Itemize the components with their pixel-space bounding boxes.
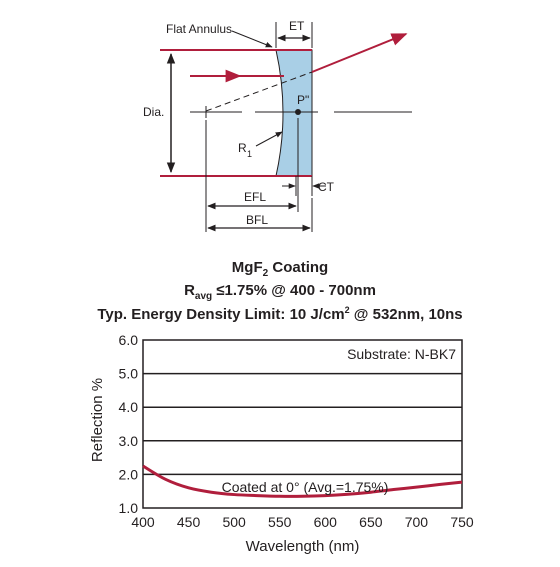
x-tick-label: 650 — [359, 514, 383, 530]
substrate-annotation: Substrate: N-BK7 — [347, 346, 456, 362]
plot-frame — [142, 339, 463, 509]
x-tick-label: 600 — [314, 514, 338, 530]
lens-diagram: Flat Annulus ET Dia. P" R 1 CT EFL BFL — [143, 19, 412, 232]
coating-title: MgF2 Coating — [231, 259, 329, 279]
x-tick-label: 400 — [131, 514, 155, 530]
y-tick-label: 3.0 — [119, 433, 139, 449]
x-axis-label: Wavelength (nm) — [246, 538, 360, 555]
flat-annulus-label: Flat Annulus — [166, 22, 232, 36]
bfl-label: BFL — [246, 213, 268, 227]
refracted-ray — [311, 33, 408, 73]
x-tick-label: 550 — [268, 514, 292, 530]
y-tick-label: 4.0 — [119, 399, 139, 415]
energy-density-spec: Typ. Energy Density Limit: 10 J/cm2 @ 53… — [97, 305, 463, 323]
flat-annulus-leader — [231, 30, 273, 48]
ct-label: CT — [318, 180, 335, 194]
principal-point — [295, 109, 301, 115]
y-tick-labels: 1.0 2.0 3.0 4.0 5.0 6.0 — [119, 332, 139, 516]
x-tick-label: 500 — [222, 514, 246, 530]
y-tick-label: 6.0 — [119, 332, 139, 348]
coated-annotation: Coated at 0° (Avg.=1.75%) — [222, 479, 389, 495]
et-label: ET — [289, 19, 305, 33]
principal-point-label: P" — [297, 93, 309, 107]
x-tick-label: 750 — [450, 514, 474, 530]
r1-subscript: 1 — [247, 149, 252, 159]
x-tick-label: 450 — [177, 514, 201, 530]
reflection-curve — [142, 464, 463, 498]
y-tick-label: 2.0 — [119, 466, 139, 482]
reflectance-spec: Ravg ≤1.75% @ 400 - 700nm — [184, 282, 376, 302]
chart-grid — [143, 372, 462, 476]
x-tick-label: 700 — [405, 514, 429, 530]
x-tick-labels: 400 450 500 550 600 650 700 750 — [131, 514, 474, 530]
r1-label: R — [238, 141, 247, 155]
r1-leader — [255, 131, 283, 147]
y-tick-label: 5.0 — [119, 366, 139, 382]
y-axis-label: Reflection % — [89, 378, 106, 462]
dia-label: Dia. — [143, 105, 164, 119]
virtual-ray — [205, 71, 313, 112]
efl-label: EFL — [244, 190, 266, 204]
y-tick-label: 1.0 — [119, 500, 139, 516]
